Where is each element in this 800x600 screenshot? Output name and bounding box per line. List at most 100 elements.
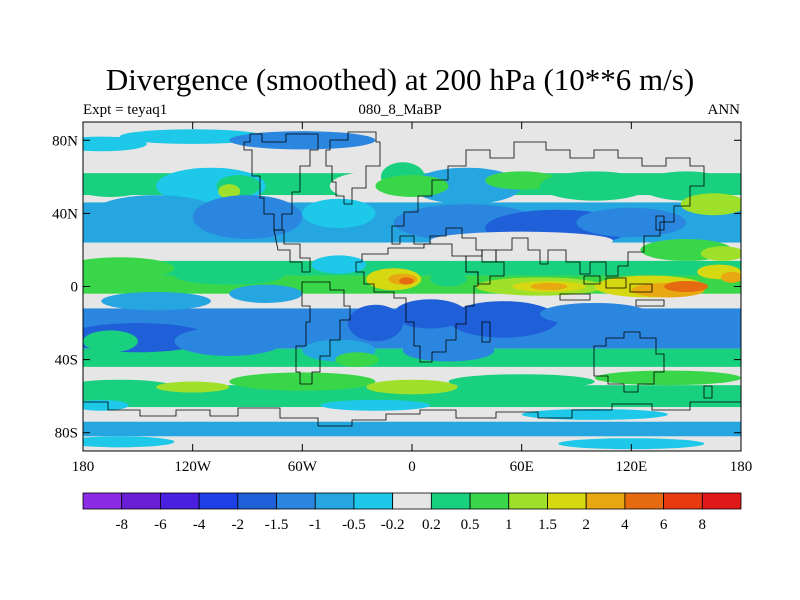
colorbar-swatch	[314, 492, 355, 510]
colorbar-swatch	[198, 492, 239, 510]
field-contour-53	[366, 379, 458, 395]
colorbar-label: -0.2	[381, 517, 405, 533]
colorbar-swatch	[430, 492, 471, 510]
madagascar-coast	[481, 321, 491, 343]
south-america-coast	[295, 281, 351, 385]
field-contour-38	[720, 271, 741, 283]
field-contour-60	[83, 436, 175, 448]
arabia-coast	[465, 249, 505, 285]
colorbar-swatch	[82, 492, 123, 510]
colorbar-label: -6	[154, 517, 167, 533]
colorbar-swatch	[663, 492, 703, 510]
x-tick-label: 60E	[510, 459, 534, 475]
map-field	[83, 122, 741, 451]
field-contour-44	[539, 302, 650, 325]
field-band-15	[83, 436, 741, 451]
colorbar-label: 2	[582, 517, 590, 533]
y-tick-label: 40S	[55, 353, 78, 369]
field-contour-42	[348, 304, 403, 342]
field-contour-41	[393, 299, 467, 329]
colorbar-label: -1.5	[265, 517, 289, 533]
colorbar-swatch	[392, 492, 432, 510]
north-america-coast	[243, 133, 319, 231]
field-contour-23	[700, 246, 741, 261]
field-band-3	[83, 195, 741, 203]
field-contour-1	[119, 129, 266, 144]
field-contour-16	[192, 195, 303, 239]
y-tick-label: 40N	[52, 206, 78, 222]
field-contour-24	[83, 257, 175, 280]
field-contour-14	[680, 193, 741, 216]
colorbar-label: 0.5	[461, 517, 480, 533]
field-contour-50	[335, 352, 380, 367]
colorbar-label: -0.5	[342, 517, 366, 533]
field-contour-13	[640, 171, 732, 201]
colorbar-label: 4	[621, 517, 629, 533]
period-label: 080_8_MaBP	[358, 102, 442, 118]
x-tick-label: 180	[72, 459, 95, 475]
field-band-12	[83, 385, 741, 408]
colorbar-label: 6	[660, 517, 668, 533]
colorbar-swatch	[160, 492, 200, 510]
colorbar-label: 1.5	[538, 517, 557, 533]
chart-title: Divergence (smoothed) at 200 hPa (10**6 …	[105, 62, 695, 97]
colorbar-swatch	[624, 492, 664, 510]
coastlines	[83, 131, 741, 427]
colorbar-swatch	[121, 492, 161, 510]
new-zealand-coast	[703, 385, 713, 399]
japan-coast	[655, 215, 665, 231]
eurasia-coast	[391, 141, 705, 277]
field-contour-59	[521, 408, 668, 420]
field-contour-55	[594, 370, 741, 386]
colorbar-swatch	[237, 492, 277, 510]
africa-coast	[355, 243, 479, 363]
field-contour-57	[83, 399, 129, 411]
field-contour-61	[558, 438, 705, 450]
field-contour-49	[83, 330, 138, 353]
season-label: ANN	[707, 102, 741, 118]
field-contour-56	[156, 381, 230, 393]
field-contour-46	[174, 326, 285, 356]
colorbar-swatch	[547, 492, 587, 510]
field-contour-39	[101, 291, 211, 311]
x-tick-label: 120E	[615, 459, 647, 475]
colorbar-label: 8	[699, 517, 707, 533]
field-contour-17	[302, 198, 376, 229]
field-contour-54	[448, 374, 595, 389]
field-contour-11	[485, 171, 559, 190]
field-contour-26	[311, 255, 367, 274]
field-contour-2	[229, 131, 376, 150]
australia-coast	[593, 331, 665, 393]
colorbar-label: -2	[232, 517, 245, 533]
colorbar-swatch	[701, 492, 742, 510]
field-contour-40	[229, 284, 303, 303]
colorbar-swatch	[469, 492, 510, 510]
field-contour-36	[664, 281, 709, 292]
field-contour-30	[430, 271, 467, 287]
colorbar-label: -8	[115, 517, 128, 533]
colorbar-label: -4	[193, 517, 206, 533]
field-contour-43	[448, 301, 559, 338]
field-contour-12	[539, 171, 650, 201]
field-contour-6	[218, 184, 241, 199]
colorbar-swatch	[276, 492, 316, 510]
central-america-coast	[273, 229, 311, 273]
y-tick-label: 80S	[55, 426, 78, 442]
x-tick-label: 120W	[174, 459, 212, 475]
field-contour-20	[576, 207, 687, 238]
axes: 180 120W 60W 0 60E 120E 180 80N 40N 0 40S 80S	[52, 122, 752, 475]
colorbar-label: 0.2	[422, 517, 441, 533]
field-contour-21	[430, 231, 614, 250]
field-contour-48	[402, 339, 495, 362]
colorbar-swatch	[508, 492, 548, 510]
field-contour-10	[375, 175, 449, 197]
field-band-14	[83, 421, 741, 437]
antarctica-coast	[83, 401, 741, 427]
x-tick-label: 60W	[288, 459, 318, 475]
indonesia-coast	[559, 275, 665, 307]
field-contour-58	[320, 399, 431, 411]
field-contour-52	[229, 372, 376, 391]
field-contour-15	[92, 195, 221, 232]
colorbar: -8 -6 -4 -2 -1.5 -1 -0.5 -0.2 0.2 0.5 1 1.5 2 4 6 8	[82, 492, 742, 533]
